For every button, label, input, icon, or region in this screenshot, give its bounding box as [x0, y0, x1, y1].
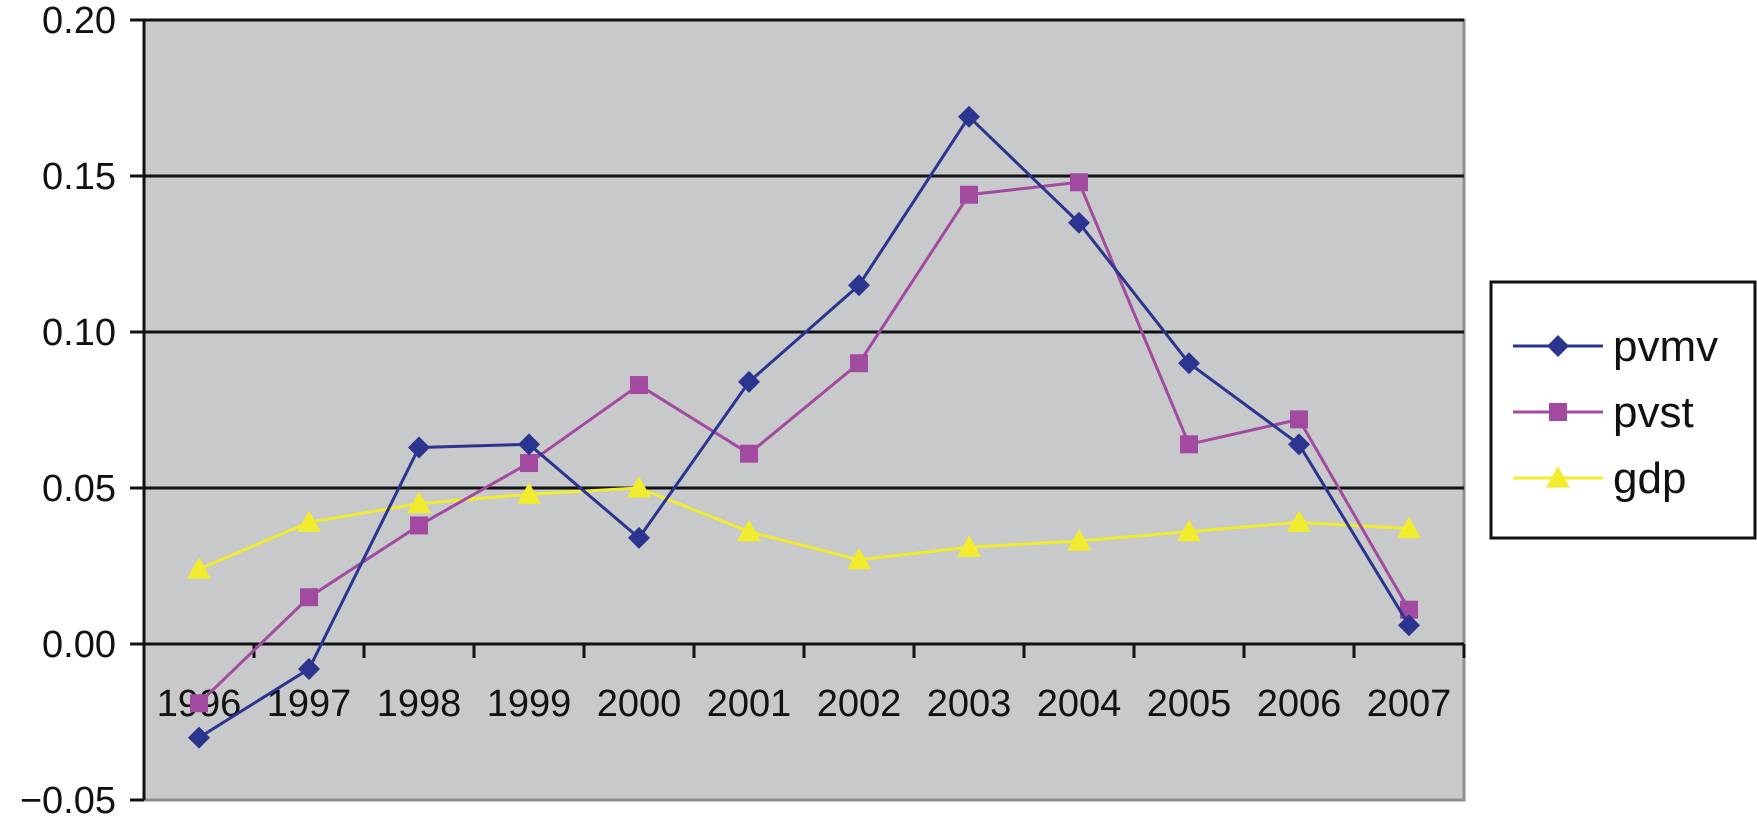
data-point-pvmv: [408, 436, 430, 459]
data-point-pvst: [960, 185, 978, 204]
y-tick-labels: 0.20 0.15 0.10 0.05 0.00 −0.05: [20, 0, 116, 822]
y-tick-label: 0.20: [42, 0, 116, 42]
data-point-pvmv: [848, 274, 870, 297]
data-point-pvmv: [298, 657, 320, 680]
data-point-pvst: [1290, 410, 1308, 429]
data-point-pvst: [300, 588, 318, 607]
series-line-gdp: [198, 486, 1410, 571]
x-tick-label: 2007: [1367, 683, 1452, 725]
data-point-gdp: [847, 547, 871, 570]
data-point-gdp: [627, 476, 651, 498]
x-tick-label: 1999: [487, 683, 572, 725]
x-tick-labels: 1996199719981999200020012002200320042005…: [157, 683, 1452, 725]
series-gdp: [187, 476, 1421, 579]
data-point-gdp: [1067, 529, 1091, 551]
legend: pvmv pvst gdp: [1489, 280, 1757, 540]
data-point-gdp: [1287, 510, 1311, 532]
data-point-gdp: [1397, 516, 1421, 539]
data-point-pvst: [1180, 435, 1198, 454]
y-tick-label: 0.00: [42, 624, 116, 666]
data-point-gdp: [407, 491, 431, 514]
data-point-pvmv: [1288, 433, 1310, 456]
legend-label: pvmv: [1613, 322, 1718, 371]
x-tick-label: 2002: [817, 683, 902, 725]
data-point-pvmv: [188, 726, 210, 749]
data-point-pvst: [1400, 600, 1418, 619]
data-point-pvmv: [628, 526, 650, 549]
legend-item-pvst: pvst: [1513, 388, 1694, 437]
y-tick-label: 0.15: [42, 156, 116, 198]
data-point-gdp: [1177, 519, 1201, 542]
y-tick-label: −0.05: [20, 780, 116, 822]
y-tick-label: 0.10: [42, 312, 116, 354]
data-point-pvst: [740, 444, 758, 463]
y-tick-label: 0.05: [42, 468, 116, 510]
series-lines: [187, 105, 1421, 749]
x-tick-label: 2000: [597, 683, 682, 725]
legend-marker: [1549, 403, 1567, 421]
data-point-pvst: [630, 376, 648, 395]
data-point-gdp: [297, 510, 321, 532]
axes: [130, 18, 1466, 802]
series-line-pvst: [197, 180, 1411, 705]
data-point-pvmv: [738, 370, 760, 393]
legend-label: gdp: [1613, 454, 1686, 503]
data-point-gdp: [957, 535, 981, 557]
data-point-pvmv: [1178, 352, 1200, 375]
data-point-gdp: [187, 557, 211, 579]
x-tick-label: 1997: [267, 683, 352, 725]
x-tick-label: 2003: [927, 683, 1012, 725]
x-tick-label: 2001: [707, 683, 792, 725]
series-pvst: [190, 173, 1418, 713]
series-line-pvmv: [198, 114, 1411, 739]
x-tick-label: 1998: [377, 683, 462, 725]
legend-item-gdp: gdp: [1513, 454, 1686, 503]
data-point-pvst: [520, 454, 538, 473]
data-point-pvst: [850, 354, 868, 373]
legend-marker: [1547, 335, 1569, 357]
data-point-pvmv: [518, 433, 540, 456]
legend-box: [1489, 280, 1757, 540]
data-point-pvmv: [958, 105, 980, 128]
legend-marker: [1546, 466, 1570, 488]
series-pvmv: [188, 105, 1420, 749]
legend-label: pvst: [1613, 388, 1694, 437]
x-tick-label: 2005: [1147, 683, 1232, 725]
data-point-pvst: [1070, 173, 1088, 192]
data-point-pvmv: [1068, 211, 1090, 234]
data-point-gdp: [517, 482, 541, 504]
data-point-pvst: [190, 694, 208, 713]
data-point-gdp: [737, 519, 761, 542]
x-tick-label: 2004: [1037, 683, 1122, 725]
x-tick-label: 2006: [1257, 683, 1342, 725]
data-point-pvmv: [1398, 614, 1420, 637]
data-point-pvst: [410, 516, 428, 535]
legend-item-pvmv: pvmv: [1513, 322, 1718, 371]
